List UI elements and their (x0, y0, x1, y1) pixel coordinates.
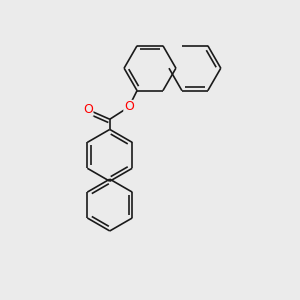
Text: O: O (124, 100, 134, 113)
Text: O: O (83, 103, 93, 116)
